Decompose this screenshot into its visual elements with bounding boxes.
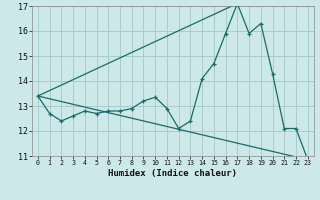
X-axis label: Humidex (Indice chaleur): Humidex (Indice chaleur) (108, 169, 237, 178)
